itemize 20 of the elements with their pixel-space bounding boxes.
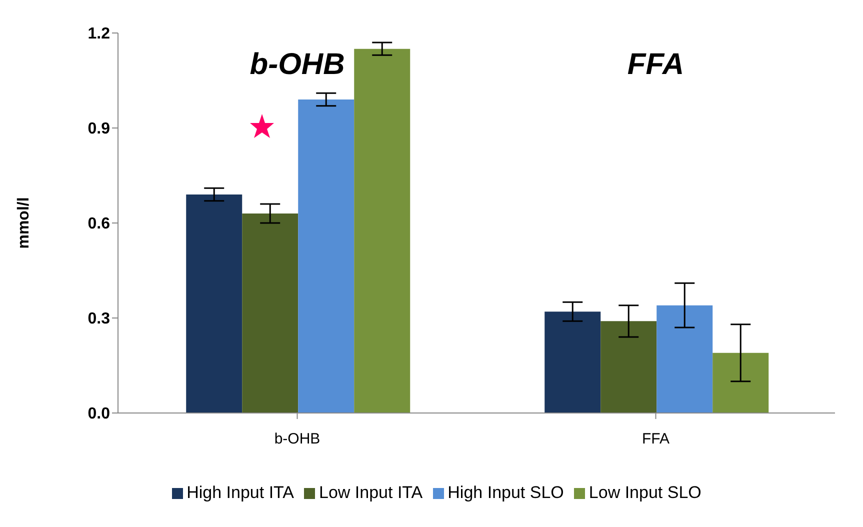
legend-label: High Input ITA xyxy=(186,483,294,502)
bar xyxy=(712,352,769,413)
y-tick-label: 0.0 xyxy=(88,406,110,423)
bar xyxy=(242,214,298,413)
y-axis-title: mmol/l xyxy=(16,197,33,249)
bar xyxy=(354,48,410,413)
legend-label: Low Input ITA xyxy=(319,483,423,502)
text: b-OHB xyxy=(274,430,320,448)
legend-label: Low Input SLO xyxy=(588,483,702,502)
y-tick-label: 0.6 xyxy=(88,216,110,233)
bar xyxy=(186,194,242,413)
bar xyxy=(298,100,354,413)
text: FFA xyxy=(642,430,670,448)
y-tick-label: 0.3 xyxy=(88,310,110,328)
bar xyxy=(656,305,713,413)
legend-label: High Input SLO xyxy=(448,483,564,502)
y-tick-label: 0.9 xyxy=(88,120,110,138)
bar xyxy=(544,312,601,413)
bar xyxy=(600,321,657,413)
y-tick-label: 1.2 xyxy=(88,26,110,43)
